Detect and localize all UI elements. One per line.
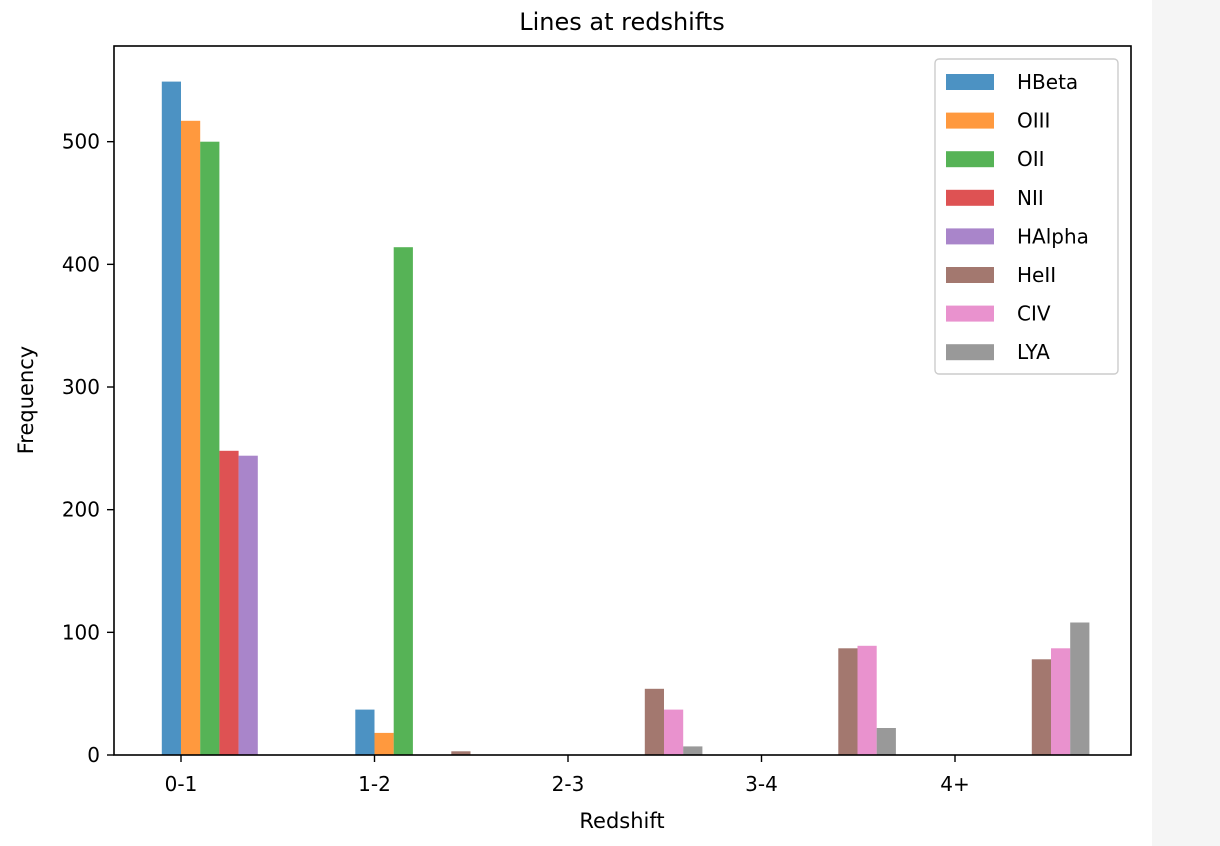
x-tick-label: 1-2 (358, 772, 391, 796)
plot-frame (113, 45, 1132, 756)
legend-swatch-hbeta (946, 74, 994, 90)
bar-lya-2-3 (683, 746, 703, 755)
legend-label-oiii: OIII (1017, 109, 1050, 133)
legend-swatch-nii (946, 189, 994, 206)
x-tick-label: 0-1 (165, 772, 198, 796)
bar-civ-4+ (1051, 648, 1071, 755)
legend-swatch-oiii (946, 112, 994, 129)
bar-oii-0-1 (200, 141, 220, 755)
bar-heii-4+ (1031, 659, 1051, 755)
bar-oiii-0-1 (181, 120, 201, 756)
y-axis-label: Frequency (14, 346, 38, 455)
legend: HBeta OIII OII NII HAlpha HeII CIV LYA (934, 58, 1119, 375)
x-axis-label: Redshift (579, 809, 664, 833)
legend-label-lya: LYA (1017, 340, 1050, 364)
bar-oiii-1-2 (374, 732, 394, 755)
bar-heii-3-4 (838, 648, 858, 755)
bars-group (161, 81, 1090, 756)
bar-lya-3-4 (876, 728, 896, 755)
legend-swatch-heii (946, 267, 994, 283)
legend-label-civ: CIV (1017, 302, 1051, 326)
y-tick-label: 300 (62, 375, 100, 399)
legend-swatch-lya (946, 344, 994, 361)
legend-label-oii: OII (1017, 147, 1045, 171)
x-axis: 0-1 1-2 2-3 3-4 4+ (165, 755, 970, 796)
bar-heii-1-2 (451, 751, 471, 755)
legend-label-heii: HeII (1017, 263, 1056, 287)
x-tick-label: 2-3 (552, 772, 585, 796)
y-tick-label: 500 (62, 130, 100, 154)
x-tick-label: 3-4 (745, 772, 778, 796)
legend-label-halpha: HAlpha (1017, 224, 1089, 248)
bar-hbeta-1-2 (355, 709, 375, 755)
legend-label-nii: NII (1017, 186, 1044, 210)
bar-civ-2-3 (664, 709, 684, 755)
y-tick-label: 200 (62, 498, 100, 522)
y-axis: 0 100 200 300 400 500 (62, 130, 114, 767)
legend-swatch-oii (946, 151, 994, 168)
legend-label-hbeta: HBeta (1017, 70, 1078, 94)
bar-heii-2-3 (644, 688, 664, 755)
side-panel-strip (1152, 0, 1220, 846)
bar-chart: Lines at redshifts 0 100 200 300 400 500 0-1 1… (14, 8, 1132, 833)
bar-civ-3-4 (857, 645, 877, 755)
legend-swatch-civ (946, 305, 994, 322)
bar-nii-0-1 (219, 450, 239, 755)
bar-halpha-0-1 (238, 455, 258, 755)
y-tick-label: 100 (62, 620, 100, 644)
bar-lya-4+ (1070, 622, 1090, 755)
legend-swatch-halpha (946, 228, 994, 245)
chart-title: Lines at redshifts (519, 8, 725, 36)
legend-box (934, 58, 1119, 375)
y-tick-label: 0 (87, 743, 100, 767)
y-tick-label: 400 (62, 252, 100, 276)
x-tick-label: 4+ (940, 772, 969, 796)
bar-oii-1-2 (393, 247, 413, 755)
bar-hbeta-0-1 (161, 81, 181, 756)
